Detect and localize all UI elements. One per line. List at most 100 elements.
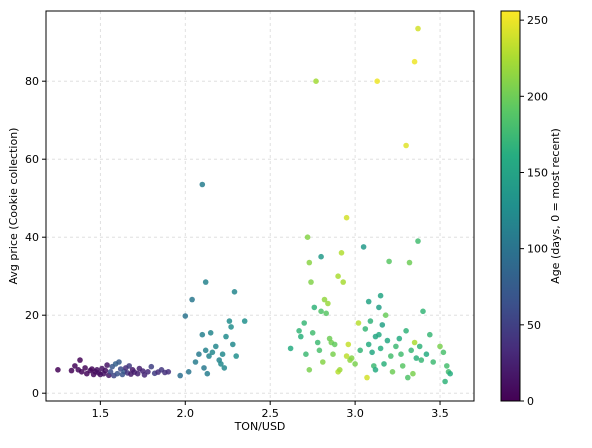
scatter-point [218, 361, 224, 367]
colorbar-tick-label: 250 [527, 14, 548, 27]
scatter-point [221, 365, 228, 371]
scatter-point [165, 369, 172, 375]
colorbar-ticks: 0 50 100 150 200 250 [520, 14, 548, 408]
scatter-point [413, 355, 420, 361]
scatter-point [78, 369, 85, 375]
scatter-point [379, 322, 386, 328]
scatter-point [185, 369, 192, 375]
scatter-point [199, 181, 206, 188]
scatter-point [309, 330, 316, 336]
scatter-point [376, 304, 382, 311]
colorbar-tick-label: 50 [527, 319, 541, 332]
scatter-point [306, 259, 313, 266]
scatter-point [207, 330, 214, 336]
scatter-point [343, 214, 350, 221]
scatter-point [325, 300, 331, 307]
x-tick-label: 3.0 [346, 407, 364, 420]
scatter-point [364, 374, 370, 381]
scatter-point [321, 296, 328, 303]
y-tick-label: 40 [25, 231, 39, 244]
scatter-point [396, 335, 403, 342]
scatter-point [382, 312, 389, 319]
scatter-point [55, 367, 61, 373]
data-points [55, 25, 454, 385]
scatter-point [296, 328, 302, 334]
scatter-point [399, 363, 406, 369]
scatter-point [177, 372, 183, 379]
scatter-point [416, 343, 423, 350]
scatter-point [377, 292, 384, 299]
scatter-point [362, 326, 369, 332]
scatter-point [415, 238, 421, 244]
x-tick-label: 2.0 [177, 407, 195, 420]
scatter-point [320, 359, 326, 365]
scatter-point [365, 341, 372, 348]
y-tick-label: 60 [25, 153, 39, 166]
scatter-point [388, 353, 394, 359]
scatter-point [386, 258, 392, 265]
scatter-point [68, 367, 75, 374]
scatter-point [126, 363, 132, 369]
scatter-point [134, 370, 141, 377]
scatter-point [437, 343, 443, 350]
scatter-point [204, 370, 211, 377]
scatter-point [206, 353, 212, 359]
scatter-point [423, 351, 430, 358]
scatter-point [316, 347, 323, 354]
scatter-point [447, 370, 454, 377]
scatter-point [182, 313, 189, 319]
scatter-point [442, 378, 448, 385]
scatter-point [306, 367, 313, 373]
scatter-point [393, 343, 399, 350]
y-axis-ticks: 0 20 40 60 80 [25, 75, 46, 400]
scatter-point [408, 347, 415, 354]
scatter-point [355, 320, 362, 326]
scatter-point [104, 362, 110, 368]
scatter-point [314, 339, 321, 346]
scatter-point [376, 331, 382, 338]
scatter-point [114, 370, 121, 377]
scatter-point [202, 347, 209, 354]
scatter-point [367, 318, 374, 324]
scatter-point [405, 374, 411, 381]
scatter-point [411, 339, 418, 346]
x-tick-label: 1.5 [92, 407, 110, 420]
scatter-point [440, 349, 447, 356]
scatter-point [331, 341, 338, 348]
scatter-point [233, 353, 239, 359]
scatter-point [406, 259, 413, 266]
scatter-point [107, 369, 114, 375]
scatter-point [213, 343, 219, 350]
scatter-point [384, 337, 391, 344]
scatter-point [420, 308, 426, 315]
scatter-point [444, 363, 450, 369]
colorbar-tick-label: 100 [527, 243, 548, 256]
colorbar [500, 10, 521, 402]
x-tick-label: 3.5 [431, 407, 449, 420]
scatter-point [313, 78, 319, 84]
scatter-point [209, 349, 216, 356]
scatter-point [338, 250, 345, 256]
scatter-point [77, 357, 83, 363]
scatter-point [403, 328, 409, 334]
scatter-point [201, 365, 207, 371]
x-tick-label: 2.5 [261, 407, 279, 420]
scatter-point [323, 310, 330, 317]
scatter-point [199, 331, 206, 338]
scatter-point [228, 324, 234, 330]
scatter-point [226, 318, 233, 324]
colorbar-tick-label: 0 [527, 395, 534, 408]
scatter-point [303, 351, 309, 358]
scatter-point [330, 351, 336, 358]
scatter-point [348, 355, 355, 361]
scatter-point [381, 361, 387, 367]
scatter-point [337, 367, 343, 373]
scatter-point [304, 234, 311, 240]
grid-lines [46, 11, 474, 401]
scatter-point [345, 341, 352, 348]
scatter-point [357, 347, 364, 354]
scatter-point [196, 351, 202, 358]
scatter-point [398, 351, 404, 358]
